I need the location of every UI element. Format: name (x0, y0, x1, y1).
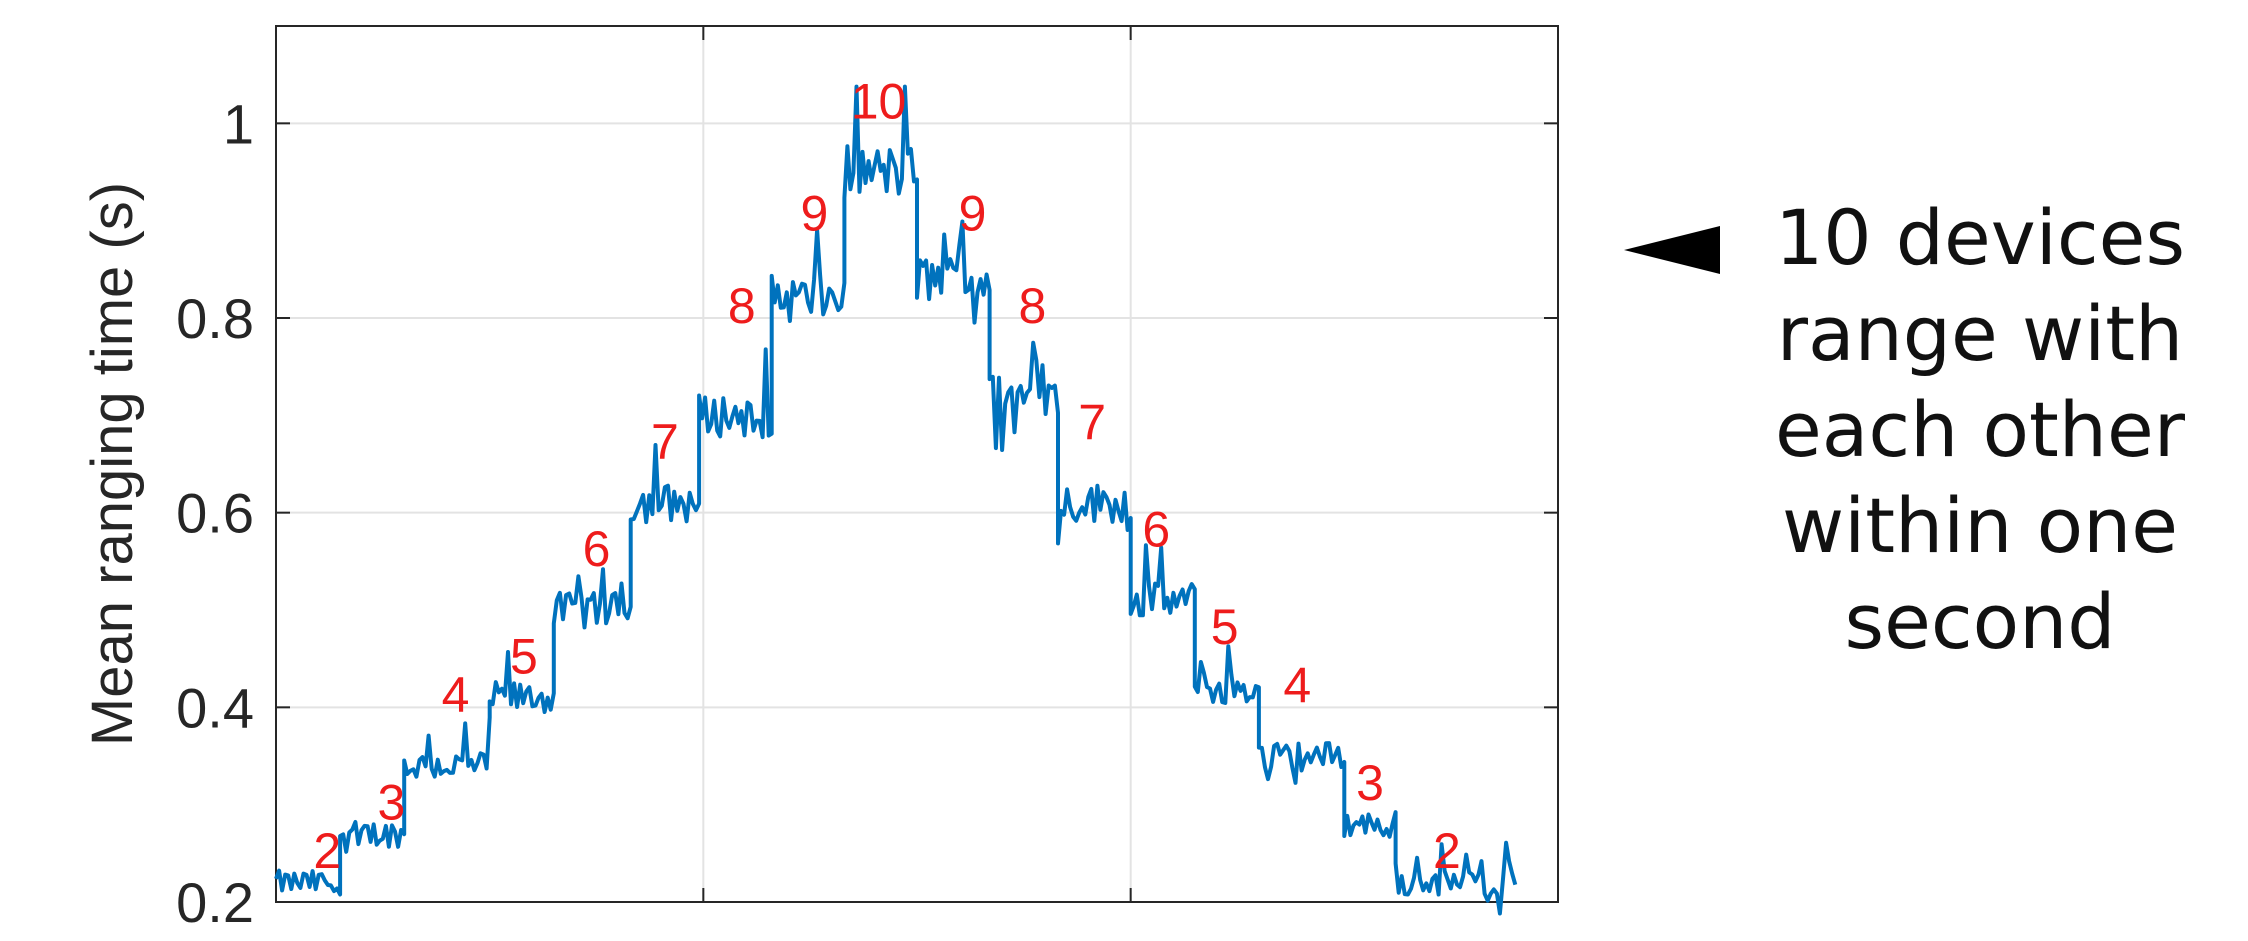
callout-line: within one (1781, 481, 2179, 570)
y-tick-label: 0.8 (176, 287, 254, 350)
device-count-label: 5 (510, 628, 538, 684)
device-count-label: 2 (1433, 823, 1461, 879)
device-count-label: 9 (959, 185, 987, 241)
callout-text: 10 devices range with each other within one… (1740, 190, 2220, 670)
callout-line: second (1844, 577, 2116, 666)
device-count-label: 3 (1356, 755, 1384, 811)
y-tick-label: 0.4 (176, 676, 254, 739)
device-count-label: 7 (651, 414, 679, 470)
y-axis-label: Mean ranging time (s) (80, 182, 145, 746)
series-layer (274, 84, 1518, 916)
device-count-label: 2 (313, 823, 341, 879)
device-count-label: 7 (1078, 395, 1106, 451)
callout-line: 10 devices (1774, 193, 2186, 282)
device-count-label: 4 (442, 667, 470, 723)
device-count-label: 3 (377, 774, 405, 830)
callout-line: each other (1775, 385, 2185, 474)
device-count-label: 9 (801, 185, 829, 241)
y-axis-ticks: 0.2 0.4 0.6 0.8 1 (176, 26, 1558, 934)
y-tick-label: 0.6 (176, 482, 254, 545)
device-count-label: 8 (1018, 278, 1046, 334)
device-count-label: 4 (1283, 657, 1311, 713)
left-arrow-icon (1624, 226, 1720, 274)
y-tick-label: 0.2 (176, 871, 254, 934)
device-count-label: 8 (728, 278, 756, 334)
device-count-label: 10 (851, 73, 907, 129)
y-tick-label: 1 (223, 92, 254, 155)
device-count-label: 6 (1142, 502, 1170, 558)
plot-frame (275, 25, 1559, 903)
device-count-label: 6 (583, 521, 611, 577)
callout-line: range with (1776, 289, 2184, 378)
device-count-label: 5 (1211, 599, 1239, 655)
series-line (274, 84, 1518, 916)
